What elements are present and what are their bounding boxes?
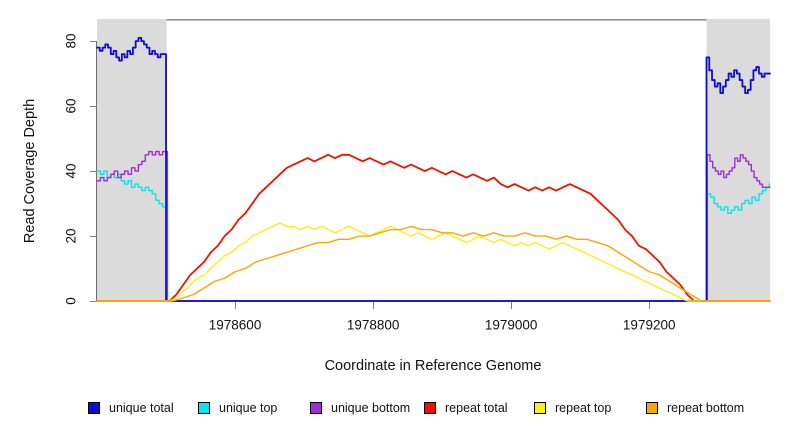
y-tick-label: 60 [63, 98, 79, 114]
legend-item-unique-top: unique top [198, 400, 278, 415]
legend-item-repeat-bottom: repeat bottom [646, 400, 745, 415]
y-tick-mark [90, 105, 97, 107]
chart-canvas [96, 19, 771, 302]
x-tick-mark [648, 302, 650, 309]
x-tick-label: 1979200 [622, 317, 676, 333]
y-axis-title: Read Coverage Depth [22, 98, 38, 244]
y-tick-label: 20 [63, 228, 79, 244]
series-repeat-top [96, 222, 771, 302]
legend-label: repeat bottom [667, 400, 745, 415]
y-tick-label: 40 [63, 163, 79, 179]
legend-item-repeat-total: repeat total [424, 400, 508, 415]
legend-label: unique top [219, 400, 278, 415]
legend-label: repeat top [555, 400, 612, 415]
legend-item-unique-total: unique total [88, 400, 174, 415]
legend-swatch-repeat-total [424, 401, 436, 414]
x-tick-label: 1978600 [208, 317, 262, 333]
series-unique-total [96, 36, 771, 302]
y-tick-mark [90, 235, 97, 237]
legend-swatch-unique-total [88, 401, 100, 414]
plot-area [96, 19, 771, 303]
legend-swatch-unique-top [198, 401, 210, 414]
x-axis-title: Coordinate in Reference Genome [324, 358, 542, 374]
series-repeat-bottom [96, 225, 771, 302]
legend-label: repeat total [445, 400, 508, 415]
y-tick-mark [90, 170, 97, 172]
x-tick-mark [372, 302, 374, 309]
series-unique-top [96, 170, 771, 302]
y-tick-mark [90, 300, 97, 302]
legend-item-repeat-top: repeat top [534, 400, 612, 415]
legend-swatch-unique-bottom [310, 401, 322, 414]
legend-label: unique bottom [331, 400, 411, 415]
x-tick-mark [510, 302, 512, 309]
legend-swatch-repeat-top [534, 401, 546, 414]
legend-item-unique-bottom: unique bottom [310, 400, 411, 415]
series-repeat-total [96, 153, 771, 302]
y-tick-label: 80 [63, 33, 79, 49]
x-tick-label: 1979000 [484, 317, 538, 333]
x-tick-mark [234, 302, 236, 309]
y-tick-label: 0 [63, 297, 79, 305]
x-tick-label: 1978800 [346, 317, 400, 333]
legend-label: unique total [109, 400, 174, 415]
shaded-region-left [97, 19, 167, 301]
legend-swatch-repeat-bottom [646, 401, 658, 414]
y-tick-mark [90, 40, 97, 42]
